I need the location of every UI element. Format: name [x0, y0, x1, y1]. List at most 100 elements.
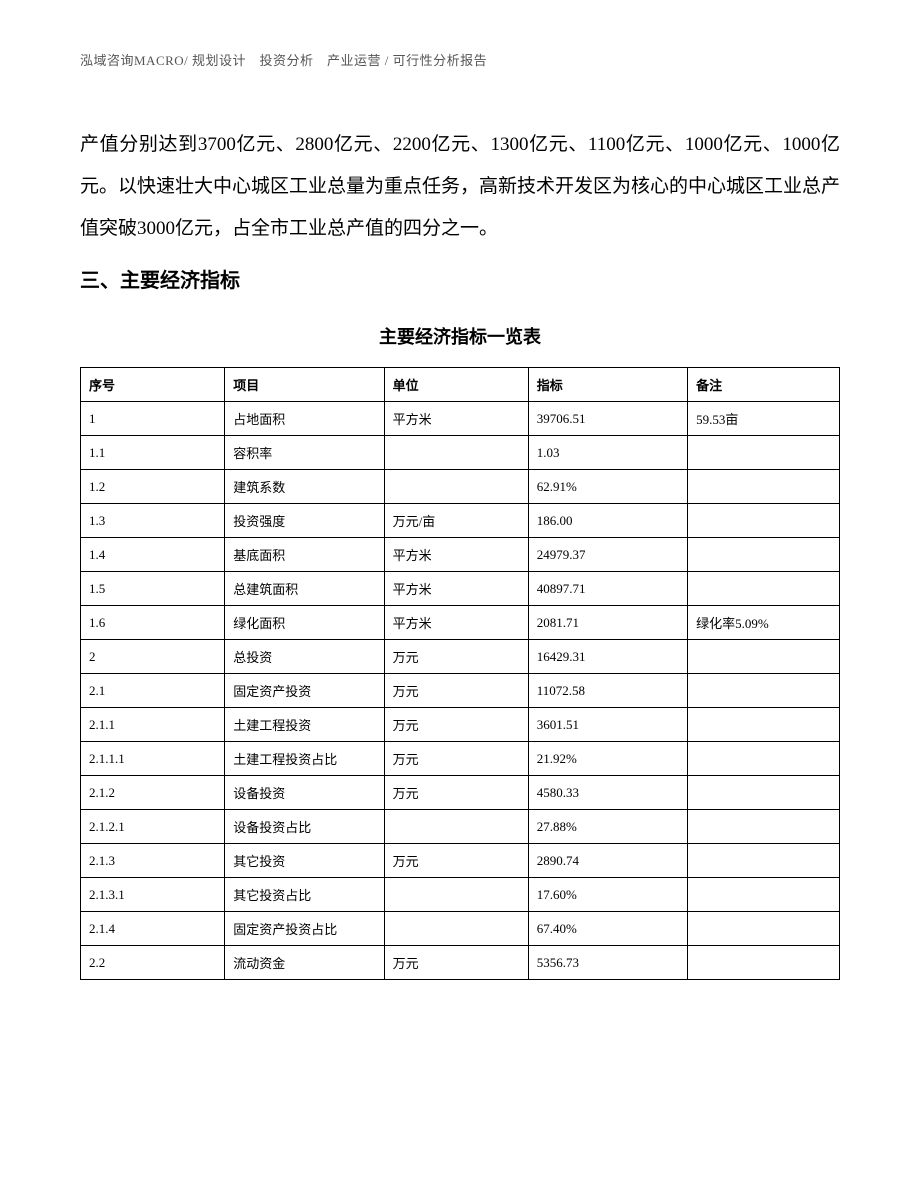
table-cell	[688, 912, 840, 946]
table-cell: 2	[81, 640, 225, 674]
table-cell: 2.1.3	[81, 844, 225, 878]
table-cell: 67.40%	[528, 912, 687, 946]
table-cell: 16429.31	[528, 640, 687, 674]
table-row: 2.2流动资金万元5356.73	[81, 946, 840, 980]
table-header-cell: 备注	[688, 368, 840, 402]
table-cell: 2890.74	[528, 844, 687, 878]
table-cell: 土建工程投资	[225, 708, 384, 742]
table-cell: 万元	[384, 844, 528, 878]
table-cell	[688, 708, 840, 742]
table-cell: 1.5	[81, 572, 225, 606]
table-cell: 设备投资	[225, 776, 384, 810]
table-header-row: 序号 项目 单位 指标 备注	[81, 368, 840, 402]
table-cell: 平方米	[384, 572, 528, 606]
table-cell: 万元	[384, 708, 528, 742]
table-cell: 总建筑面积	[225, 572, 384, 606]
table-row: 1.6绿化面积平方米2081.71绿化率5.09%	[81, 606, 840, 640]
table-cell	[688, 878, 840, 912]
table-row: 2.1.4固定资产投资占比67.40%	[81, 912, 840, 946]
table-cell: 17.60%	[528, 878, 687, 912]
table-row: 1.3投资强度万元/亩186.00	[81, 504, 840, 538]
table-row: 1.2建筑系数 62.91%	[81, 470, 840, 504]
table-cell: 1.4	[81, 538, 225, 572]
table-cell: 平方米	[384, 402, 528, 436]
table-cell: 3601.51	[528, 708, 687, 742]
table-cell	[384, 912, 528, 946]
table-cell	[688, 640, 840, 674]
table-cell: 4580.33	[528, 776, 687, 810]
table-cell	[384, 810, 528, 844]
table-header-cell: 项目	[225, 368, 384, 402]
table-cell: 容积率	[225, 436, 384, 470]
table-cell: 万元	[384, 776, 528, 810]
table-cell: 基底面积	[225, 538, 384, 572]
table-title: 主要经济指标一览表	[80, 323, 840, 349]
table-cell	[688, 810, 840, 844]
table-cell: 2.1.2	[81, 776, 225, 810]
table-cell: 1.03	[528, 436, 687, 470]
table-cell: 1.6	[81, 606, 225, 640]
table-cell: 流动资金	[225, 946, 384, 980]
table-cell: 2.1.2.1	[81, 810, 225, 844]
table-cell: 62.91%	[528, 470, 687, 504]
table-body: 1占地面积平方米39706.5159.53亩1.1容积率1.031.2建筑系数6…	[81, 402, 840, 980]
table-cell: 建筑系数	[225, 470, 384, 504]
table-cell: 万元	[384, 674, 528, 708]
body-paragraph: 产值分别达到3700亿元、2800亿元、2200亿元、1300亿元、1100亿元…	[80, 124, 840, 249]
table-cell	[384, 878, 528, 912]
table-cell	[384, 436, 528, 470]
table-cell	[688, 742, 840, 776]
table-cell: 2081.71	[528, 606, 687, 640]
table-cell: 2.1	[81, 674, 225, 708]
economic-indicators-table: 序号 项目 单位 指标 备注 1占地面积平方米39706.5159.53亩1.1…	[80, 367, 840, 980]
table-row: 1.4基底面积平方米24979.37	[81, 538, 840, 572]
table-header-cell: 单位	[384, 368, 528, 402]
table-cell: 2.1.4	[81, 912, 225, 946]
table-cell: 其它投资占比	[225, 878, 384, 912]
table-cell: 1.2	[81, 470, 225, 504]
table-row: 1占地面积平方米39706.5159.53亩	[81, 402, 840, 436]
table-cell: 1	[81, 402, 225, 436]
table-cell	[688, 844, 840, 878]
table-cell: 186.00	[528, 504, 687, 538]
table-cell	[688, 572, 840, 606]
table-row: 2.1固定资产投资万元11072.58	[81, 674, 840, 708]
table-row: 1.5总建筑面积平方米40897.71	[81, 572, 840, 606]
table-cell: 2.1.1	[81, 708, 225, 742]
table-cell: 投资强度	[225, 504, 384, 538]
table-cell	[688, 538, 840, 572]
table-cell: 土建工程投资占比	[225, 742, 384, 776]
table-cell: 1.3	[81, 504, 225, 538]
table-cell: 平方米	[384, 538, 528, 572]
table-cell: 绿化率5.09%	[688, 606, 840, 640]
table-header-cell: 指标	[528, 368, 687, 402]
table-cell: 万元	[384, 742, 528, 776]
table-row: 2.1.2.1设备投资占比 27.88%	[81, 810, 840, 844]
table-header-cell: 序号	[81, 368, 225, 402]
table-cell: 2.1.1.1	[81, 742, 225, 776]
table-cell: 万元/亩	[384, 504, 528, 538]
table-cell: 固定资产投资	[225, 674, 384, 708]
section-heading: 三、主要经济指标	[80, 264, 840, 293]
table-row: 2.1.3.1其它投资占比 17.60%	[81, 878, 840, 912]
table-cell: 39706.51	[528, 402, 687, 436]
table-cell: 2.2	[81, 946, 225, 980]
table-cell: 其它投资	[225, 844, 384, 878]
table-cell	[688, 470, 840, 504]
table-cell: 27.88%	[528, 810, 687, 844]
table-cell: 设备投资占比	[225, 810, 384, 844]
table-cell: 总投资	[225, 640, 384, 674]
table-cell: 40897.71	[528, 572, 687, 606]
table-row: 2.1.1土建工程投资万元3601.51	[81, 708, 840, 742]
document-page: 泓域咨询MACRO/ 规划设计 投资分析 产业运营 / 可行性分析报告 产值分别…	[0, 0, 920, 1040]
table-row: 2.1.2设备投资万元4580.33	[81, 776, 840, 810]
table-cell: 万元	[384, 640, 528, 674]
table-row: 2总投资万元16429.31	[81, 640, 840, 674]
table-cell	[688, 776, 840, 810]
table-row: 2.1.3其它投资万元2890.74	[81, 844, 840, 878]
table-cell: 21.92%	[528, 742, 687, 776]
table-cell: 平方米	[384, 606, 528, 640]
table-cell: 2.1.3.1	[81, 878, 225, 912]
table-cell: 5356.73	[528, 946, 687, 980]
table-cell	[688, 504, 840, 538]
